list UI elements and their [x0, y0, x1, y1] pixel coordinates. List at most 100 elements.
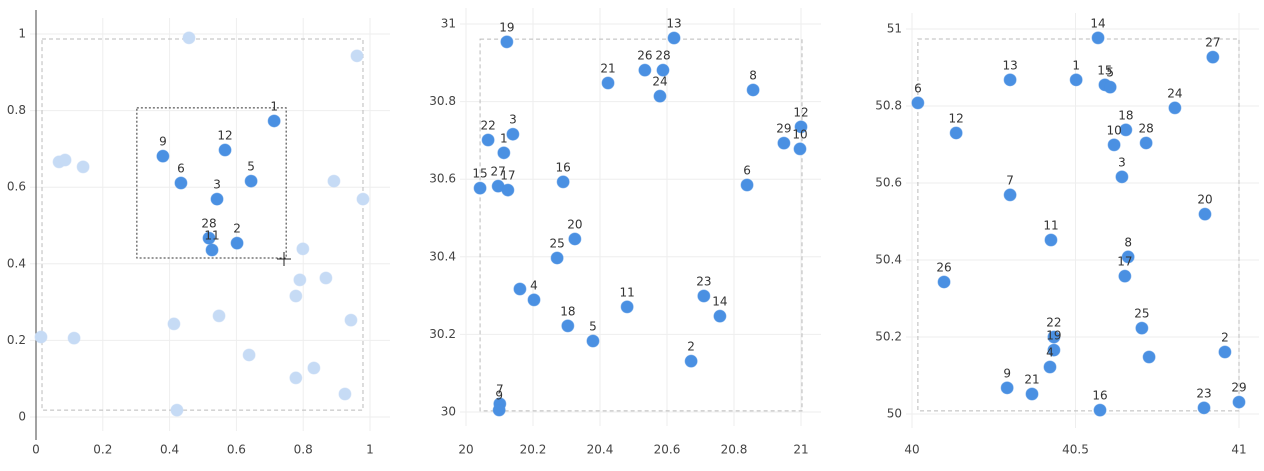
point	[1119, 123, 1133, 137]
point	[601, 76, 615, 90]
x-tick-label: 41	[1231, 443, 1246, 457]
point	[794, 120, 808, 134]
point-label: 20	[567, 217, 582, 231]
point	[307, 361, 321, 375]
point-label: 28	[655, 49, 670, 63]
point-label: 4	[1046, 346, 1054, 360]
point-label: 16	[556, 160, 571, 174]
point-label: 26	[936, 260, 951, 274]
point-label: 9	[159, 135, 167, 149]
point-label: 29	[1231, 381, 1246, 395]
point-label: 7	[496, 382, 504, 396]
point	[713, 309, 727, 323]
point-label: 29	[776, 122, 791, 136]
point-label: 18	[560, 304, 575, 318]
point	[1093, 403, 1107, 417]
point	[501, 183, 515, 197]
point-label: 9	[495, 389, 503, 403]
y-tick-label: 30.4	[429, 249, 456, 263]
point	[218, 143, 232, 157]
point-label: 13	[1002, 58, 1017, 72]
point-label: 11	[204, 229, 219, 243]
point-label: 13	[666, 16, 681, 30]
x-tick-label: 1	[366, 443, 374, 457]
point-label: 3	[213, 178, 221, 192]
point-label: 10	[792, 127, 807, 141]
cursor	[277, 252, 291, 266]
point	[937, 275, 951, 289]
point-label: 4	[530, 278, 538, 292]
point	[267, 114, 281, 128]
y-tick-label: 30.6	[429, 172, 456, 186]
y-tick-label: 50.2	[875, 330, 902, 344]
point	[1000, 381, 1014, 395]
y-tick-label: 50	[887, 407, 902, 421]
point	[296, 242, 310, 256]
point-label: 28	[201, 217, 216, 231]
point	[344, 313, 358, 327]
point-label: 3	[1118, 155, 1126, 169]
point	[230, 236, 244, 250]
point-label: 7	[1006, 173, 1014, 187]
point	[34, 330, 48, 344]
y-tick-label: 30	[441, 405, 456, 419]
x-tick-label: 20.2	[520, 443, 547, 457]
point	[513, 282, 527, 296]
point	[527, 293, 541, 307]
range-box	[41, 38, 364, 411]
point-label: 24	[652, 75, 667, 89]
point	[156, 149, 170, 163]
point-label: 9	[1003, 366, 1011, 380]
y-tick-label: 0	[18, 410, 26, 424]
y-tick-label: 30.2	[429, 327, 456, 341]
point	[620, 300, 634, 314]
point-label: 21	[1024, 372, 1039, 386]
x-tick-label: 0	[32, 443, 40, 457]
point-label: 28	[1138, 121, 1153, 135]
point	[1118, 269, 1132, 283]
point	[793, 142, 807, 156]
point	[1206, 50, 1220, 64]
point	[656, 63, 670, 77]
point-label: 26	[637, 49, 652, 63]
point	[911, 96, 925, 110]
point-label: 2	[687, 340, 695, 354]
point	[242, 348, 256, 362]
x-tick-label: 20.8	[721, 443, 748, 457]
point-label: 22	[480, 119, 495, 133]
point	[473, 181, 487, 195]
point	[1115, 170, 1129, 184]
point	[1121, 250, 1135, 264]
point	[205, 243, 219, 257]
point	[586, 334, 600, 348]
y-tick-label: 31	[441, 17, 456, 31]
point	[506, 127, 520, 141]
point	[481, 133, 495, 147]
point	[182, 31, 196, 45]
point-label: 5	[247, 160, 255, 174]
point-label: 15	[472, 167, 487, 181]
point	[1043, 360, 1057, 374]
point	[684, 354, 698, 368]
point-label: 17	[1117, 255, 1132, 269]
point-label: 24	[1167, 86, 1182, 100]
point-label: 23	[1196, 386, 1211, 400]
point-label: 15	[1097, 63, 1112, 77]
x-tick-label: 0.4	[160, 443, 179, 457]
point-label: 12	[793, 105, 808, 119]
point	[1218, 345, 1232, 359]
point-label: 8	[1124, 235, 1132, 249]
y-tick-label: 50.6	[875, 176, 902, 190]
point-label: 11	[619, 285, 634, 299]
point	[1003, 73, 1017, 87]
point-label: 3	[509, 113, 517, 127]
point	[1044, 233, 1058, 247]
point	[1142, 350, 1156, 364]
point	[556, 175, 570, 189]
point-label: 16	[1092, 389, 1107, 403]
point-label: 2	[233, 222, 241, 236]
x-tick-label: 20.4	[587, 443, 614, 457]
point-label: 1	[270, 99, 278, 113]
point	[697, 289, 711, 303]
